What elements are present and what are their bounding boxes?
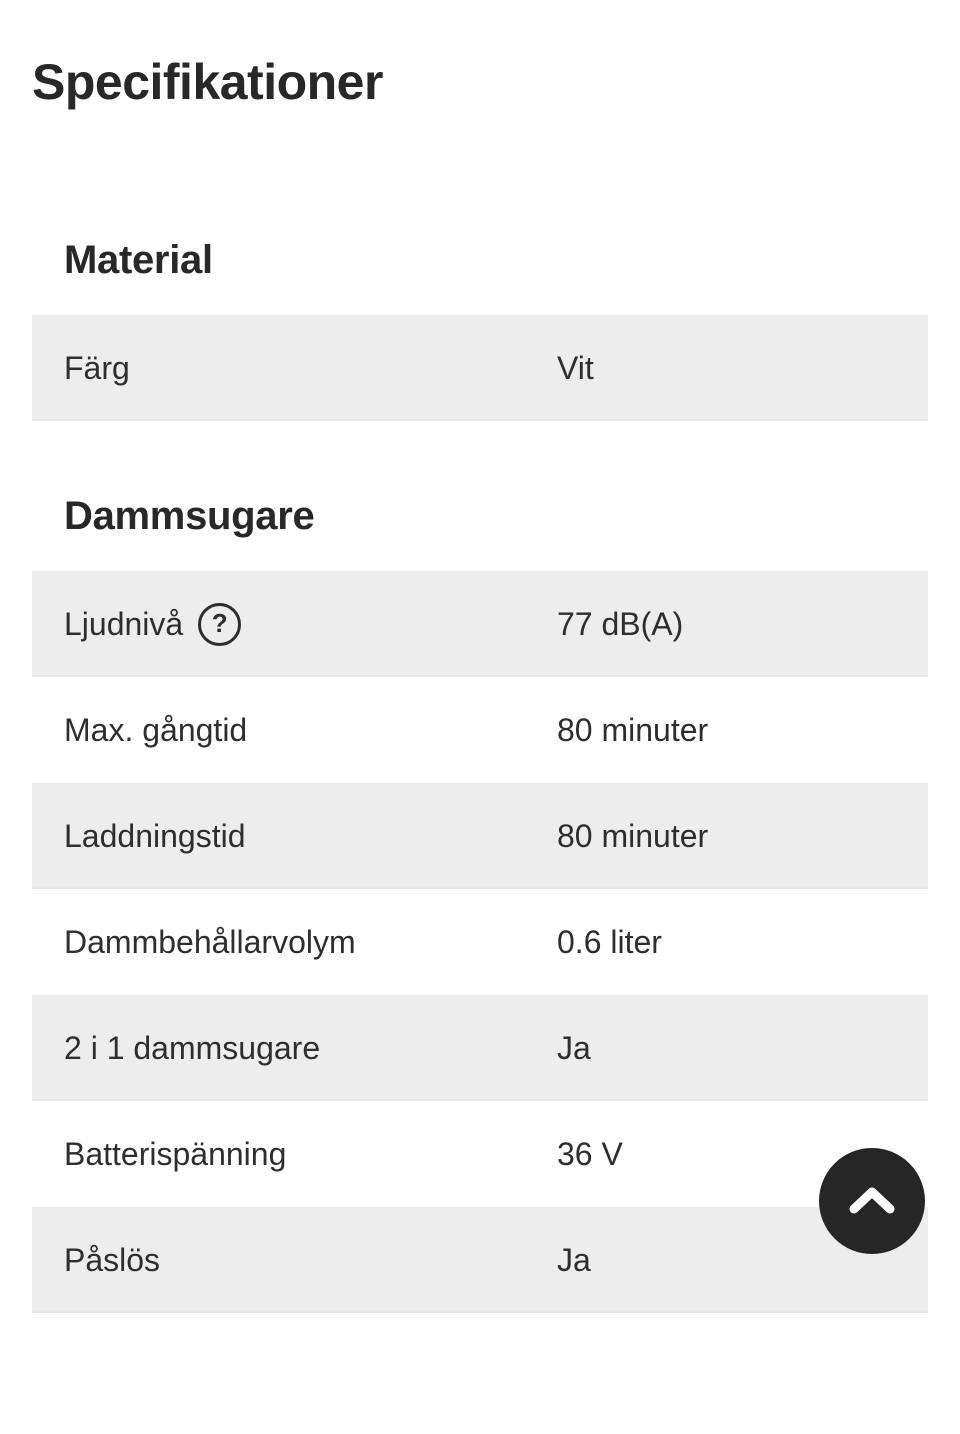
spec-label-cell: Påslös bbox=[64, 1242, 557, 1279]
spec-label-cell: Max. gångtid bbox=[64, 712, 557, 749]
spec-label: Laddningstid bbox=[64, 817, 246, 854]
scroll-to-top-button[interactable] bbox=[819, 1148, 925, 1254]
spec-label-cell: Dammbehållarvolym bbox=[64, 924, 557, 961]
spec-value: Vit bbox=[557, 349, 594, 386]
spec-value: 80 minuter bbox=[557, 817, 709, 854]
spec-label-cell: Färg bbox=[64, 350, 557, 387]
spec-section: Dammsugare Ljudnivå ? 77 dB(A) Max. gång… bbox=[0, 492, 960, 1313]
spec-label-cell: Laddningstid bbox=[64, 818, 557, 855]
spec-row: 2 i 1 dammsugare Ja bbox=[32, 995, 928, 1101]
spec-label-cell: Batterispänning bbox=[64, 1136, 557, 1173]
spec-sections: Material Färg Vit Dammsugare Ljudnivå ? … bbox=[0, 236, 960, 1313]
spec-row: Batterispänning 36 V bbox=[32, 1101, 928, 1207]
spec-label: Dammbehållarvolym bbox=[64, 923, 356, 960]
spec-value: 77 dB(A) bbox=[557, 605, 684, 642]
spec-label: Ljudnivå bbox=[64, 605, 184, 642]
spec-label: Färg bbox=[64, 349, 130, 386]
spec-row: Max. gångtid 80 minuter bbox=[32, 677, 928, 783]
spec-value: 80 minuter bbox=[557, 711, 709, 748]
spec-label: Påslös bbox=[64, 1241, 161, 1278]
spec-rows: Färg Vit bbox=[32, 315, 928, 421]
spec-value: 36 V bbox=[557, 1135, 623, 1172]
chevron-up-icon bbox=[848, 1186, 896, 1216]
spec-row: Ljudnivå ? 77 dB(A) bbox=[32, 571, 928, 677]
spec-section: Material Färg Vit bbox=[0, 236, 960, 421]
question-mark-glyph: ? bbox=[211, 608, 228, 638]
spec-row: Dammbehållarvolym 0.6 liter bbox=[32, 889, 928, 995]
spec-label-cell: Ljudnivå ? bbox=[64, 602, 557, 646]
spec-rows: Ljudnivå ? 77 dB(A) Max. gångtid 80 minu… bbox=[32, 571, 928, 1313]
spec-value: Ja bbox=[557, 1029, 591, 1066]
spec-row: Laddningstid 80 minuter bbox=[32, 783, 928, 889]
spec-value: Ja bbox=[557, 1241, 591, 1278]
spec-row: Påslös Ja bbox=[32, 1207, 928, 1313]
spec-row: Färg Vit bbox=[32, 315, 928, 421]
specifications-page: Specifikationer Material Färg Vit Dammsu… bbox=[0, 55, 960, 1434]
help-circle-icon[interactable]: ? bbox=[198, 602, 242, 646]
page-title: Specifikationer bbox=[32, 54, 383, 110]
spec-label: Max. gångtid bbox=[64, 711, 248, 748]
spec-label: 2 i 1 dammsugare bbox=[64, 1029, 321, 1066]
section-heading: Dammsugare bbox=[64, 494, 315, 538]
spec-label-cell: 2 i 1 dammsugare bbox=[64, 1030, 557, 1067]
section-heading: Material bbox=[64, 238, 213, 282]
spec-value: 0.6 liter bbox=[557, 923, 662, 960]
spec-label: Batterispänning bbox=[64, 1135, 287, 1172]
